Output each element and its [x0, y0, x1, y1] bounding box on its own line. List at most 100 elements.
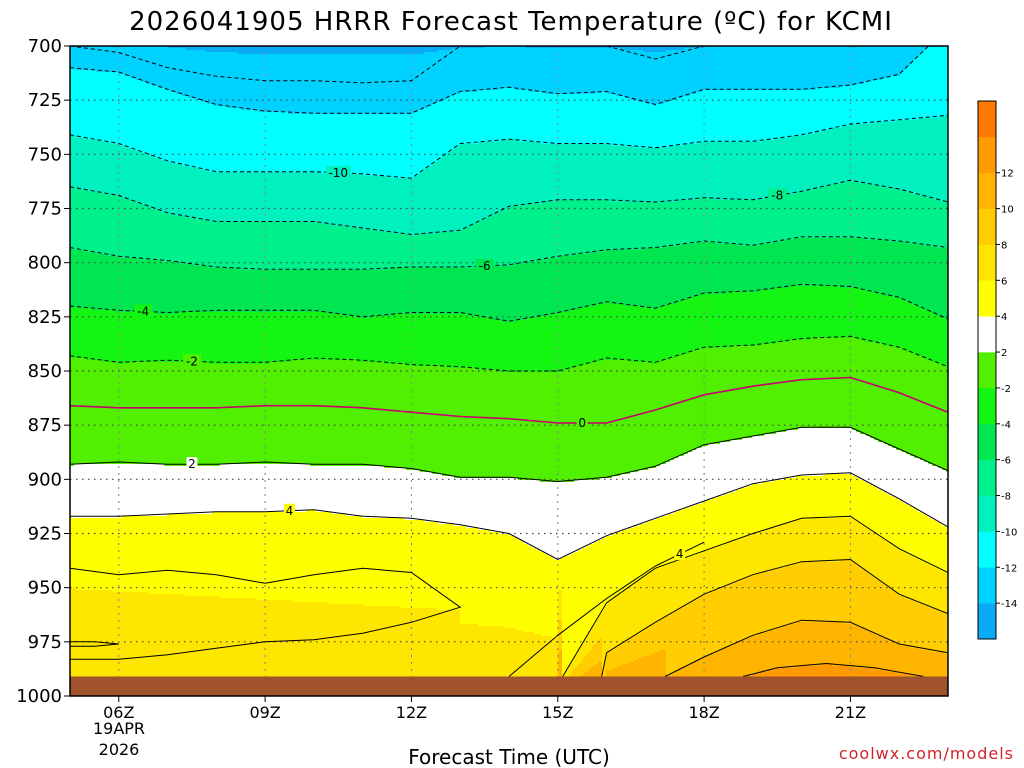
band-cell	[906, 352, 909, 455]
band-cell	[608, 602, 611, 653]
band-cell	[692, 200, 695, 245]
band-cell	[510, 372, 513, 479]
band-cell	[202, 466, 205, 515]
band-cell	[910, 456, 913, 507]
band-cell	[162, 46, 165, 89]
band-cell	[622, 96, 625, 147]
band-cell	[226, 312, 229, 365]
band-cell	[142, 592, 145, 696]
band-cell	[440, 314, 443, 367]
band-cell	[290, 600, 293, 696]
band-cell	[438, 50, 441, 103]
band-cell	[352, 174, 355, 229]
band-cell	[638, 658, 641, 685]
band-cell	[342, 270, 345, 317]
band-cell	[420, 46, 423, 55]
band-cell	[364, 466, 367, 519]
band-cell	[460, 230, 463, 269]
band-cell	[260, 600, 263, 696]
band-cell	[328, 54, 331, 115]
band-cell	[646, 52, 649, 105]
band-cell	[676, 98, 679, 147]
band-cell	[224, 52, 227, 107]
band-cell	[874, 240, 877, 293]
band-cell	[570, 554, 573, 665]
band-cell	[884, 188, 887, 241]
band-cell	[310, 270, 313, 313]
band-cell	[76, 464, 79, 519]
band-cell	[740, 292, 743, 347]
band-cell	[156, 516, 159, 595]
band-cell	[752, 90, 755, 143]
band-cell	[588, 144, 591, 201]
band-cell	[770, 630, 773, 671]
band-cell	[546, 46, 549, 49]
band-cell	[908, 46, 911, 67]
band-cell	[776, 432, 779, 481]
band-cell	[276, 270, 279, 313]
band-cell	[398, 268, 401, 315]
band-cell	[608, 94, 611, 145]
band-cell	[822, 622, 825, 665]
band-cell	[610, 202, 613, 251]
band-cell	[902, 596, 905, 647]
band-cell	[880, 80, 883, 123]
band-cell	[320, 512, 323, 603]
band-cell	[172, 362, 175, 467]
band-cell	[450, 314, 453, 369]
band-cell	[312, 466, 315, 511]
band-cell	[300, 46, 303, 55]
band-cell	[372, 230, 375, 271]
band-cell	[356, 318, 359, 361]
band-cell	[596, 200, 599, 253]
band-cell	[446, 46, 449, 51]
band-cell	[786, 90, 789, 139]
band-cell	[692, 556, 695, 603]
band-cell	[466, 92, 469, 145]
band-cell	[800, 476, 803, 521]
band-cell	[212, 222, 215, 269]
band-cell	[388, 518, 391, 607]
band-cell	[80, 464, 83, 519]
band-cell	[214, 46, 217, 53]
band-cell	[372, 316, 375, 363]
band-cell	[280, 112, 283, 173]
band-cell	[200, 100, 203, 171]
band-cell	[388, 114, 391, 179]
band-cell	[768, 344, 771, 435]
band-cell	[778, 46, 781, 91]
band-cell	[104, 194, 107, 255]
band-cell	[742, 142, 745, 201]
band-cell	[466, 528, 469, 625]
band-cell	[352, 270, 355, 317]
band-cell	[336, 54, 339, 115]
band-cell	[178, 466, 181, 515]
band-cell	[906, 120, 909, 193]
band-cell	[462, 314, 465, 369]
band-cell	[726, 90, 729, 143]
band-cell	[736, 540, 739, 583]
band-cell	[416, 314, 419, 367]
band-cell	[308, 222, 311, 271]
band-cell	[218, 172, 221, 223]
band-cell	[890, 188, 893, 243]
band-cell	[748, 200, 751, 247]
band-cell	[644, 202, 647, 249]
band-cell	[196, 266, 199, 313]
band-cell	[390, 316, 393, 365]
band-cell	[300, 54, 303, 115]
band-cell	[220, 312, 223, 365]
band-cell	[384, 176, 387, 233]
band-cell	[450, 46, 453, 51]
band-cell	[648, 628, 651, 657]
band-cell	[814, 338, 817, 429]
band-cell	[584, 548, 587, 641]
band-cell	[136, 258, 139, 313]
band-cell	[630, 662, 633, 687]
band-cell	[618, 96, 621, 147]
band-cell	[164, 314, 167, 363]
band-cell	[364, 46, 367, 55]
band-cell	[344, 46, 347, 55]
band-cell	[380, 316, 383, 363]
band-cell	[278, 172, 281, 223]
